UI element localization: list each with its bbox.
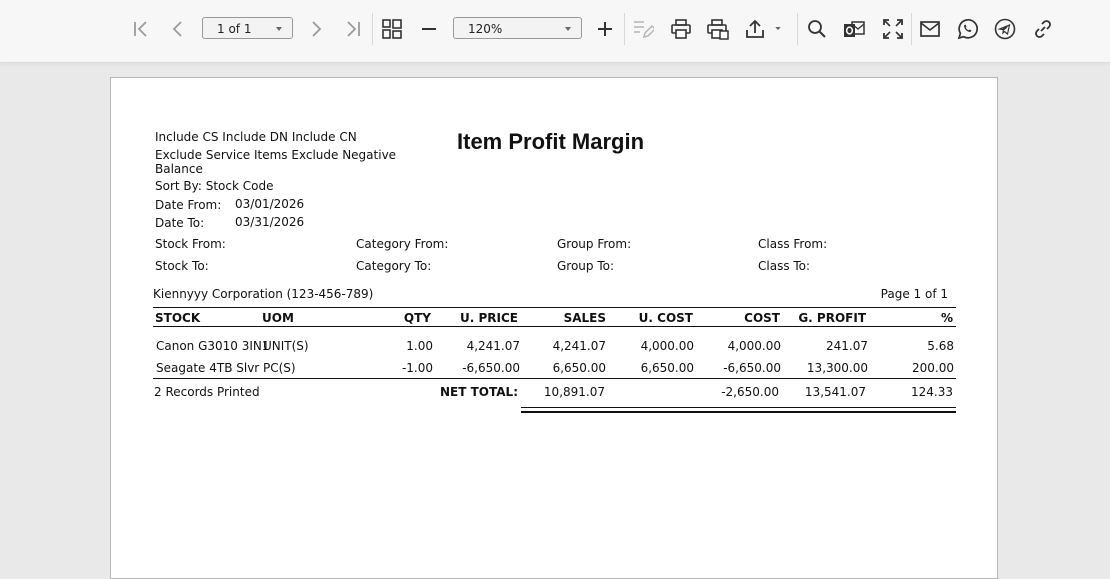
column-header-gross-profit: G. PROFIT bbox=[798, 311, 866, 325]
column-header-sales: SALES bbox=[563, 311, 606, 325]
column-header-qty: QTY bbox=[403, 311, 431, 325]
table-cell-sales: 6,650.00 bbox=[552, 361, 606, 375]
total-sales: 10,891.07 bbox=[543, 385, 605, 399]
table-bottom-rule bbox=[153, 378, 956, 379]
table-cell-uom: PC(S) bbox=[263, 361, 296, 375]
column-header-stock: STOCK bbox=[155, 311, 201, 325]
report-title: Item Profit Margin bbox=[457, 129, 645, 154]
link-icon[interactable] bbox=[1028, 14, 1058, 44]
table-cell-stock: Seagate 4TB Slvr bbox=[156, 361, 260, 375]
table-cell-percent: 5.68 bbox=[927, 339, 954, 353]
table-cell-sales: 4,241.07 bbox=[552, 339, 606, 353]
stock-from-label: Stock From: bbox=[155, 237, 226, 251]
table-cell-percent: 200.00 bbox=[912, 361, 954, 375]
zoom-out-icon[interactable] bbox=[414, 14, 444, 44]
email-icon[interactable] bbox=[915, 14, 945, 44]
table-cell-gross-profit: 13,300.00 bbox=[806, 361, 868, 375]
category-to-label: Category To: bbox=[356, 259, 432, 273]
table-header-rule bbox=[153, 326, 956, 327]
group-to-label: Group To: bbox=[557, 259, 615, 273]
chevron-down-icon bbox=[276, 27, 282, 31]
chevron-down-icon bbox=[565, 27, 571, 31]
filters-line-2: Exclude Service Items Exclude Negative bbox=[155, 148, 397, 162]
print-page-icon[interactable] bbox=[703, 14, 733, 44]
column-header-cost: COST bbox=[744, 311, 780, 325]
table-cell-cost: 4,000.00 bbox=[727, 339, 781, 353]
total-cost: -2,650.00 bbox=[721, 385, 779, 399]
class-from-label: Class From: bbox=[758, 237, 828, 251]
telegram-icon[interactable] bbox=[990, 14, 1020, 44]
date-to-label: Date To: bbox=[155, 216, 205, 230]
date-from-label: Date From: bbox=[155, 198, 222, 212]
table-cell-qty: -1.00 bbox=[401, 361, 433, 375]
previous-page-icon[interactable] bbox=[163, 14, 193, 44]
table-cell-cost: -6,650.00 bbox=[723, 361, 781, 375]
date-from-value: 03/01/2026 bbox=[235, 197, 305, 211]
table-cell-gross-profit: 241.07 bbox=[826, 339, 868, 353]
first-page-icon[interactable] bbox=[126, 14, 156, 44]
totals-rule-1 bbox=[521, 407, 956, 408]
net-total-label: NET TOTAL: bbox=[440, 385, 518, 399]
table-cell-unit-cost: 4,000.00 bbox=[640, 339, 694, 353]
page-info: Page 1 of 1 bbox=[880, 287, 948, 301]
company-name: Kiennyyy Corporation (123-456-789) bbox=[153, 287, 374, 301]
last-page-icon[interactable] bbox=[338, 14, 368, 44]
totals-rule-2 bbox=[521, 411, 956, 413]
table-cell-qty: 1.00 bbox=[406, 339, 433, 353]
export-icon[interactable] bbox=[740, 14, 770, 44]
table-cell-unit-price: -6,650.00 bbox=[462, 361, 520, 375]
search-icon[interactable] bbox=[802, 14, 832, 44]
total-percent: 124.33 bbox=[911, 385, 953, 399]
column-header-unit-price: U. PRICE bbox=[460, 311, 518, 325]
viewer-toolbar: 1 of 1 120% bbox=[0, 0, 1110, 63]
column-header-uom: UOM bbox=[262, 311, 294, 325]
table-cell-stock: Canon G3010 3IN1 bbox=[156, 339, 270, 353]
fullscreen-icon[interactable] bbox=[878, 14, 908, 44]
class-to-label: Class To: bbox=[758, 259, 811, 273]
filters-line-3: Balance bbox=[155, 162, 203, 176]
edit-report-icon[interactable] bbox=[628, 14, 658, 44]
table-top-rule bbox=[153, 307, 956, 308]
toolbar-divider bbox=[911, 13, 912, 45]
page-select-value: 1 of 1 bbox=[217, 22, 252, 36]
stock-to-label: Stock To: bbox=[155, 259, 209, 273]
column-header-unit-cost: U. COST bbox=[638, 311, 693, 325]
page-select[interactable]: 1 of 1 bbox=[202, 17, 293, 39]
table-cell-uom: UNIT(S) bbox=[263, 339, 309, 353]
whatsapp-icon[interactable] bbox=[952, 14, 982, 44]
next-page-icon[interactable] bbox=[301, 14, 331, 44]
zoom-in-icon[interactable] bbox=[590, 14, 620, 44]
records-printed: 2 Records Printed bbox=[154, 385, 260, 399]
report-page: Include CS Include DN Include CN Exclude… bbox=[110, 77, 998, 579]
sort-by: Sort By: Stock Code bbox=[155, 179, 274, 193]
table-cell-unit-price: 4,241.07 bbox=[466, 339, 520, 353]
toolbar-divider bbox=[624, 13, 625, 45]
toolbar-divider bbox=[797, 13, 798, 45]
column-header-percent: % bbox=[940, 311, 953, 325]
date-to-value: 03/31/2026 bbox=[235, 215, 305, 229]
zoom-select[interactable]: 120% bbox=[453, 17, 582, 39]
group-from-label: Group From: bbox=[557, 237, 632, 251]
total-gross-profit: 13,541.07 bbox=[804, 385, 866, 399]
toolbar-divider bbox=[372, 13, 373, 45]
zoom-select-value: 120% bbox=[468, 22, 503, 36]
outlook-icon[interactable] bbox=[839, 14, 869, 44]
print-icon[interactable] bbox=[666, 14, 696, 44]
page-layout-icon[interactable] bbox=[377, 14, 407, 44]
filters-line-1: Include CS Include DN Include CN bbox=[155, 130, 357, 144]
export-dropdown-icon[interactable] bbox=[768, 14, 788, 44]
table-cell-unit-cost: 6,650.00 bbox=[640, 361, 694, 375]
category-from-label: Category From: bbox=[356, 237, 449, 251]
